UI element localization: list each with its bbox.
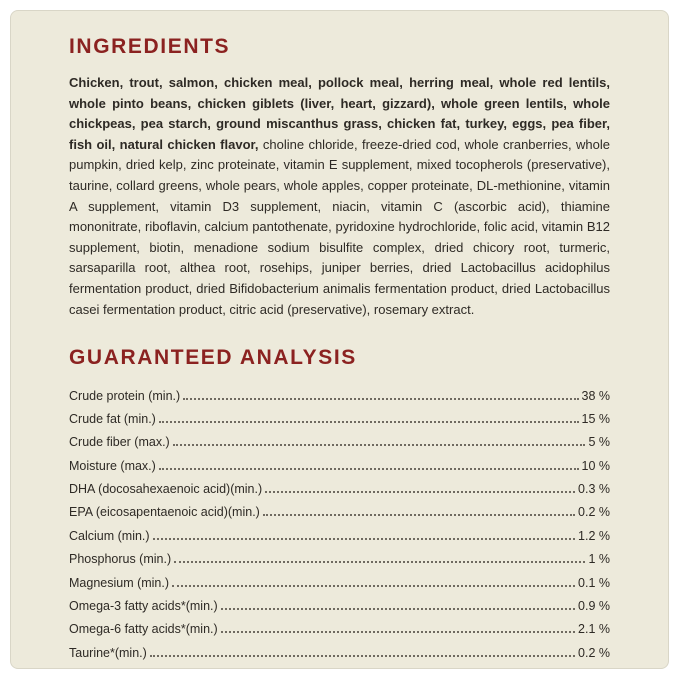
dotted-leader xyxy=(172,444,586,447)
analysis-row: Magnesium (min.) 0.1 % xyxy=(69,569,610,592)
analysis-row: DHA (docosahexaenoic acid)(min.) 0.3 % xyxy=(69,476,610,499)
analysis-row: Phosphorus (min.) 1 % xyxy=(69,546,610,569)
analysis-row: EPA (eicosapentaenoic acid)(min.) 0.2 % xyxy=(69,499,610,522)
guaranteed-analysis-title: GUARANTEED ANALYSIS xyxy=(69,346,357,370)
analysis-row: Moisture (max.) 10 % xyxy=(69,452,610,475)
dotted-leader xyxy=(183,397,579,400)
analysis-row-label: Omega-3 fatty acids*(min.) xyxy=(69,599,218,614)
analysis-row-value: 38 % xyxy=(581,388,611,403)
ingredients-primary-list: Chicken, trout, salmon, chicken meal, po… xyxy=(69,75,610,152)
analysis-row-label: Crude fat (min.) xyxy=(69,411,156,426)
analysis-row-value: 0.1 % xyxy=(578,575,610,590)
analysis-row-value: 0.9 % xyxy=(578,599,610,614)
guaranteed-analysis-table: Crude protein (min.) 38 % Crude fat (min… xyxy=(69,382,610,668)
analysis-row-value: 0.3 % xyxy=(578,482,610,497)
analysis-row-value: 1.2 % xyxy=(578,528,610,543)
ingredients-title: INGREDIENTS xyxy=(69,35,231,58)
analysis-row: Crude protein (min.) 38 % xyxy=(69,382,610,405)
analysis-row: Total Microorganisms*(min.) 1 Million CF… xyxy=(69,663,610,668)
analysis-row-value: 15 % xyxy=(581,411,611,426)
dotted-leader xyxy=(152,537,576,540)
dotted-leader xyxy=(262,514,576,517)
analysis-row: Calcium (min.) 1.2 % xyxy=(69,522,610,545)
analysis-row-label: Magnesium (min.) xyxy=(69,575,170,590)
analysis-row: Omega-3 fatty acids*(min.) 0.9 % xyxy=(69,593,610,616)
analysis-row: Taurine*(min.) 0.2 % xyxy=(69,639,610,662)
analysis-row-value: 0.2 % xyxy=(578,645,610,660)
analysis-row-value: 10 % xyxy=(581,458,611,473)
dotted-leader xyxy=(172,584,576,587)
analysis-row: Omega-6 fatty acids*(min.) 2.1 % xyxy=(69,616,610,639)
analysis-row-label: Calcium (min.) xyxy=(69,528,150,543)
dotted-leader xyxy=(220,608,576,611)
dotted-leader xyxy=(265,491,576,494)
dotted-leader xyxy=(220,631,576,634)
analysis-row-value: 5 % xyxy=(588,435,610,450)
analysis-row-value: 2.1 % xyxy=(578,622,610,637)
analysis-row-value: 0.2 % xyxy=(578,505,610,520)
pet-food-label: INGREDIENTS Chicken, trout, salmon, chic… xyxy=(10,10,669,669)
dotted-leader xyxy=(149,654,576,657)
analysis-row-label: DHA (docosahexaenoic acid)(min.) xyxy=(69,482,263,497)
dotted-leader xyxy=(158,420,579,423)
analysis-row-label: Phosphorus (min.) xyxy=(69,552,172,567)
analysis-row: Crude fat (min.) 15 % xyxy=(69,406,610,429)
dotted-leader xyxy=(174,561,586,564)
dotted-leader xyxy=(158,467,579,470)
analysis-row: Crude fiber (max.) 5 % xyxy=(69,429,610,452)
analysis-row-label: Omega-6 fatty acids*(min.) xyxy=(69,622,218,637)
analysis-row-label: EPA (eicosapentaenoic acid)(min.) xyxy=(69,505,260,520)
ingredients-secondary-list: choline chloride, freeze-dried cod, whol… xyxy=(69,136,611,317)
analysis-row-value: 1 % xyxy=(588,552,610,567)
analysis-row-label: Crude protein (min.) xyxy=(69,388,181,403)
ingredients-paragraph: Chicken, trout, salmon, chicken meal, po… xyxy=(69,73,610,320)
analysis-row-label: Taurine*(min.) xyxy=(69,645,147,660)
analysis-row-label: Crude fiber (max.) xyxy=(69,435,170,450)
analysis-row-label: Moisture (max.) xyxy=(69,458,156,473)
